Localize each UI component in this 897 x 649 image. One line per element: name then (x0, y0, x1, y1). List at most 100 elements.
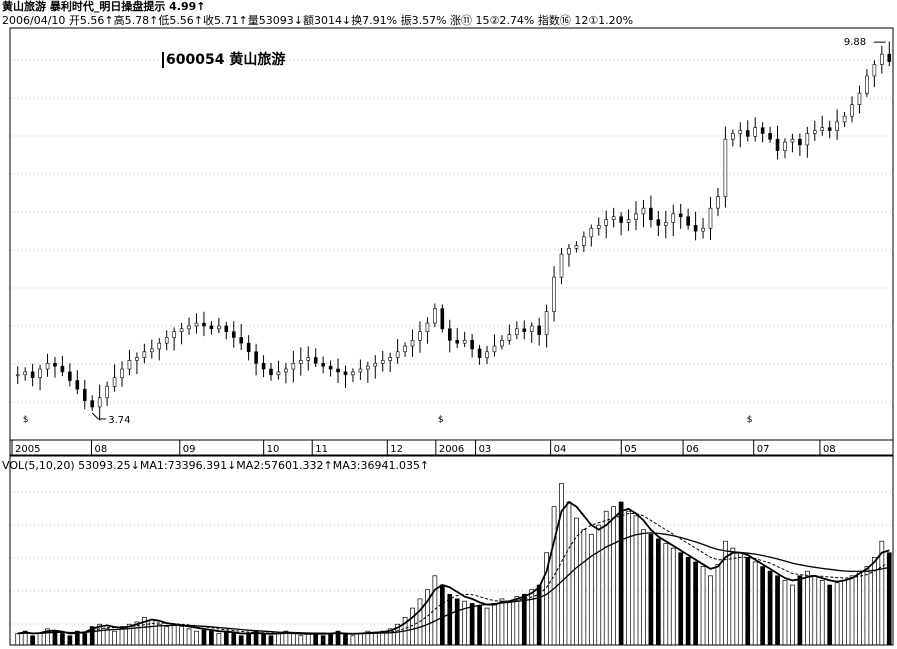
price-candle (567, 244, 571, 267)
volume-bar (432, 575, 438, 646)
price-candle (418, 321, 422, 353)
price-candle (596, 217, 601, 236)
price-candle (53, 356, 57, 378)
candle-body (410, 340, 415, 347)
price-candle (515, 321, 519, 340)
price-candle (745, 120, 750, 142)
candle-body (842, 115, 847, 123)
price-candle (768, 126, 772, 143)
candle-body (179, 328, 184, 332)
volume-bar (574, 517, 579, 646)
axis-tick-label: 09 (183, 444, 196, 455)
price-candle (425, 317, 430, 344)
volume-bar (305, 633, 311, 646)
candle-body (865, 75, 869, 94)
candle-body (693, 225, 698, 232)
volume-bar (261, 633, 266, 646)
candle-body (224, 325, 229, 332)
volume-bar (171, 623, 177, 646)
volume-bar (186, 628, 192, 646)
price-candle (150, 339, 154, 359)
candle-body (447, 328, 452, 341)
candle-body (887, 53, 892, 62)
price-candle (790, 133, 795, 153)
volume-bar (596, 524, 602, 646)
price-candle (842, 111, 847, 128)
candle-body (343, 371, 348, 376)
candle-body (373, 362, 378, 367)
price-candle (753, 117, 757, 142)
price-candle (537, 317, 541, 346)
price-candle (805, 126, 810, 158)
price-candle (30, 363, 35, 387)
candle-body (671, 213, 676, 223)
volume-bar (276, 633, 281, 646)
candle-body (231, 331, 236, 338)
candle-body (552, 276, 556, 312)
price-candle (358, 359, 363, 380)
price-candle (716, 188, 720, 217)
price-candle (217, 317, 221, 334)
axis-tick-label: 2005 (15, 444, 40, 455)
candle-body (731, 133, 735, 140)
candle-body (768, 133, 772, 140)
price-candle (462, 331, 467, 348)
volume-bar (849, 575, 855, 646)
candle-body (60, 365, 65, 373)
price-candle (298, 347, 303, 376)
price-candle (276, 360, 281, 380)
price-candle (351, 368, 355, 382)
volume-bar (857, 570, 862, 646)
title-bar-text: 黄山旅游 暴利时代_明日操盘提示 4.99↑ (2, 0, 206, 13)
price-candle (447, 319, 452, 353)
price-candle (38, 364, 42, 391)
candle-body (298, 360, 303, 364)
price-candle (328, 360, 333, 377)
volume-bar (238, 635, 244, 646)
price-candle (470, 333, 474, 358)
price-candle (865, 69, 869, 97)
candle-body (276, 371, 281, 376)
volume-bar (581, 529, 587, 646)
volume-bar (492, 603, 497, 646)
candle-body (835, 121, 839, 131)
candle-body (537, 325, 541, 335)
candle-body (820, 127, 825, 131)
price-candle (410, 329, 415, 357)
candle-body (500, 340, 504, 347)
price-candle (649, 195, 653, 228)
volume-bar (693, 561, 698, 646)
volume-bar (246, 633, 251, 646)
volume-bar (678, 552, 684, 646)
volume-bar (320, 635, 326, 646)
price-candle (693, 211, 698, 241)
candle-body (239, 337, 243, 344)
axis-tick-label: 05 (624, 444, 637, 455)
price-candle (254, 343, 258, 376)
volume-bar (447, 593, 453, 646)
volume-bar (164, 626, 170, 646)
volume-bar (886, 552, 892, 646)
candle-body (485, 351, 489, 358)
candle-body (745, 130, 750, 137)
price-candle (403, 342, 407, 357)
volume-bar (156, 623, 162, 646)
axis-tick-label: 07 (757, 444, 770, 455)
candle-body (380, 360, 385, 364)
price-candle (343, 365, 348, 389)
volume-bar (588, 533, 594, 646)
volume-bar (529, 589, 535, 646)
volume-bar (603, 510, 609, 646)
volume-bar (231, 633, 237, 646)
price-candle (291, 350, 296, 383)
price-candle (90, 395, 95, 411)
price-candle (239, 324, 243, 350)
price-candle (157, 338, 162, 361)
volume-bar (328, 633, 333, 646)
candle-body (775, 138, 780, 151)
price-candle (872, 60, 877, 88)
price-candle (500, 335, 504, 350)
volume-bar (745, 556, 751, 646)
price-candle (187, 317, 191, 335)
